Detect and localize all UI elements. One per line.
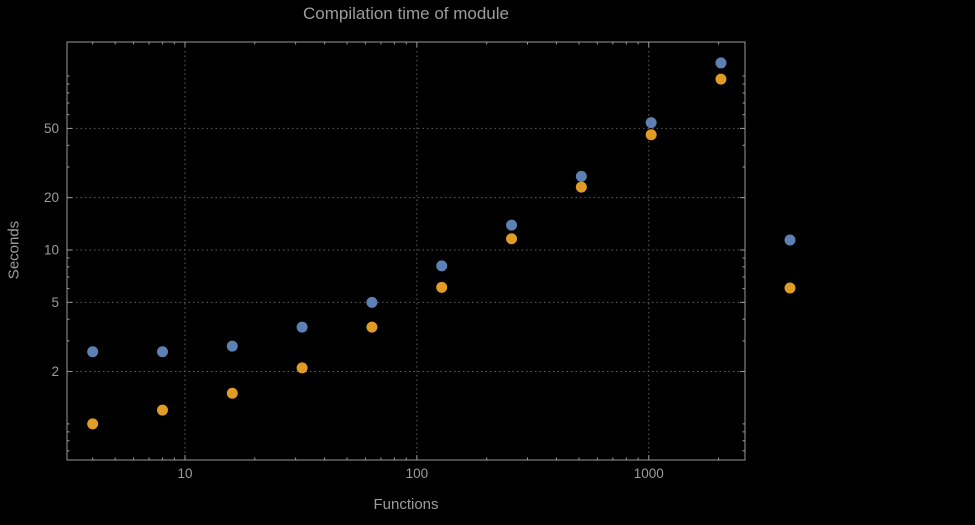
data-point-series-2-orange bbox=[296, 362, 308, 374]
x-tick-label: 10 bbox=[177, 466, 192, 481]
y-tick-label: 5 bbox=[51, 295, 59, 310]
data-point-series-2-orange bbox=[645, 129, 657, 141]
chart-title: Compilation time of module bbox=[303, 4, 509, 23]
y-tick-label: 2 bbox=[51, 364, 59, 379]
data-point-series-1-blue bbox=[296, 321, 308, 333]
data-point-series-2-orange bbox=[87, 418, 99, 430]
x-tick-label: 1000 bbox=[634, 466, 664, 481]
y-tick-label: 10 bbox=[44, 242, 59, 257]
data-point-series-2-orange bbox=[156, 404, 168, 416]
legend-marker-series-1-blue bbox=[784, 234, 796, 246]
legend-marker-series-2-orange bbox=[784, 282, 796, 294]
x-axis-label: Functions bbox=[373, 496, 439, 513]
data-point-series-1-blue bbox=[436, 260, 448, 272]
data-point-series-2-orange bbox=[575, 181, 587, 193]
y-tick-label: 20 bbox=[44, 190, 59, 205]
data-point-series-2-orange bbox=[506, 233, 518, 245]
data-point-series-2-orange bbox=[226, 387, 238, 399]
x-tick-label: 100 bbox=[406, 466, 429, 481]
data-point-series-2-orange bbox=[715, 73, 727, 85]
plot-frame bbox=[66, 41, 746, 461]
data-point-series-2-orange bbox=[366, 321, 378, 333]
data-point-series-1-blue bbox=[575, 170, 587, 182]
data-point-series-2-orange bbox=[436, 281, 448, 293]
data-point-series-1-blue bbox=[715, 57, 727, 69]
data-point-series-1-blue bbox=[645, 117, 657, 129]
y-tick-label: 50 bbox=[44, 121, 59, 136]
data-point-series-1-blue bbox=[226, 340, 238, 352]
data-point-series-1-blue bbox=[156, 346, 168, 358]
data-point-series-1-blue bbox=[87, 346, 99, 358]
data-point-series-1-blue bbox=[506, 219, 518, 231]
data-point-series-1-blue bbox=[366, 296, 378, 308]
